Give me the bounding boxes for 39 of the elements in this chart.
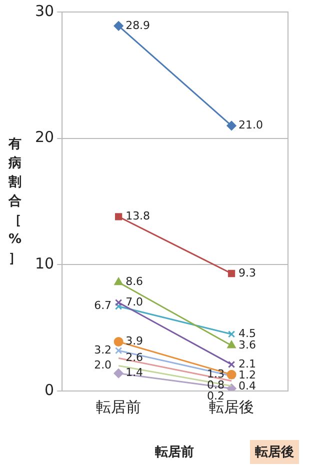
point [114,336,124,346]
y-tick-label: 30 [34,2,54,20]
data-label: 6.7 [94,299,112,312]
data-label: 28.9 [126,18,150,32]
point [114,21,124,31]
y-tick-label: 20 [34,128,54,146]
point [114,298,122,306]
data-label: 1.4 [126,366,144,380]
point [114,346,122,354]
point [226,384,236,391]
data-label: 1.2 [238,368,256,382]
data-label: 21.0 [238,118,264,132]
y-axis-title: 有病割合［%］ [7,136,23,268]
data-label: 3.2 [94,343,112,356]
point [228,330,236,338]
data-label: 2.1 [238,357,256,370]
point [226,370,236,380]
text: 転居前 [154,444,195,462]
text: 転居後 [250,440,299,464]
point [114,302,122,310]
point [226,120,236,130]
data-label: 3.9 [126,334,144,348]
data-label: 8.6 [126,275,144,288]
point [114,368,124,378]
data-label: 9.3 [238,266,256,280]
y-tick-label: 0 [44,380,54,399]
point [114,213,122,220]
data-label: 13.8 [126,210,150,223]
data-label: 2.0 [94,358,112,372]
point [228,360,236,368]
data-label: 3.6 [238,338,256,352]
data-label: 2.6 [126,351,144,364]
y-tick-label: 10 [34,254,54,273]
data-label: 1.3 [207,367,225,380]
data-label: 0.4 [238,380,256,393]
data-label: 7.0 [126,295,144,308]
data-label: 4.5 [238,327,256,340]
data-label: 0.8 [207,378,225,392]
point [228,270,236,278]
